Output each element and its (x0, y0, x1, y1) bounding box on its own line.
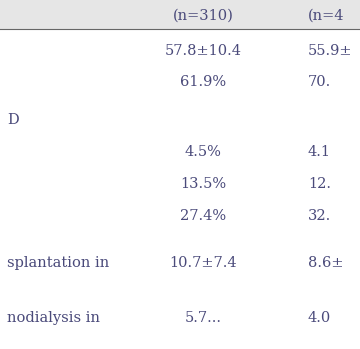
Text: 32.: 32. (308, 209, 331, 223)
Text: 57.8±10.4: 57.8±10.4 (165, 44, 242, 58)
Text: (n=310): (n=310) (173, 9, 234, 23)
Text: 61.9%: 61.9% (180, 75, 226, 89)
Text: 4.1: 4.1 (308, 145, 331, 159)
Text: splantation in: splantation in (7, 257, 109, 270)
Text: (n=4: (n=4 (308, 9, 344, 23)
Text: D: D (7, 113, 19, 127)
Text: 70.: 70. (308, 75, 331, 89)
Bar (0, 0, 360, 29)
Text: 27.4%: 27.4% (180, 209, 226, 223)
Text: 5.7...: 5.7... (185, 311, 222, 325)
Text: 8.6±: 8.6± (308, 257, 343, 270)
Text: nodialysis in: nodialysis in (7, 311, 100, 325)
Text: 10.7±7.4: 10.7±7.4 (170, 257, 237, 270)
Text: 4.5%: 4.5% (185, 145, 222, 159)
Text: 55.9±: 55.9± (308, 44, 352, 58)
Text: 13.5%: 13.5% (180, 177, 226, 191)
Text: 12.: 12. (308, 177, 331, 191)
Text: 4.0: 4.0 (308, 311, 331, 325)
